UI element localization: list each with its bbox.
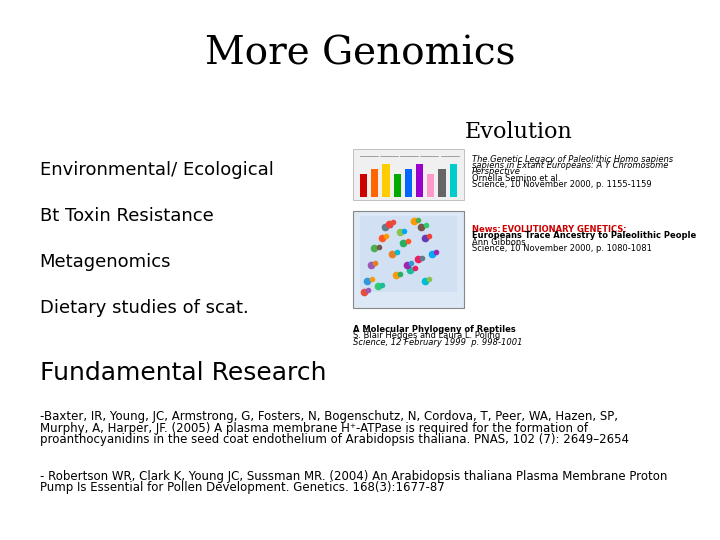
Text: Ann Gibbons: Ann Gibbons bbox=[472, 238, 525, 247]
Text: Evolution: Evolution bbox=[464, 122, 572, 143]
Bar bbox=[438, 169, 446, 197]
Text: News:: News: bbox=[472, 225, 503, 234]
Text: - Robertson WR, Clark K, Young JC, Sussman MR. (2004) An Arabidopsis thaliana Pl: - Robertson WR, Clark K, Young JC, Sussm… bbox=[40, 470, 667, 483]
Text: S. Blair Hedges and Laura L. Poling: S. Blair Hedges and Laura L. Poling bbox=[353, 332, 500, 340]
Bar bbox=[427, 174, 434, 197]
Bar bbox=[449, 164, 456, 197]
Text: Science, 10 November 2000, p. 1155-1159: Science, 10 November 2000, p. 1155-1159 bbox=[472, 180, 651, 189]
Text: Bt Toxin Resistance: Bt Toxin Resistance bbox=[40, 207, 213, 225]
Bar bbox=[360, 216, 457, 292]
Bar bbox=[353, 148, 464, 200]
Text: Pump Is Essential for Pollen Development. Genetics. 168(3):1677-87: Pump Is Essential for Pollen Development… bbox=[40, 481, 444, 494]
Text: EVOLUTIONARY GENETICS:: EVOLUTIONARY GENETICS: bbox=[502, 225, 626, 234]
Bar bbox=[360, 174, 367, 197]
Bar bbox=[382, 164, 390, 197]
Text: Environmental/ Ecological: Environmental/ Ecological bbox=[40, 161, 274, 179]
Text: More Genomics: More Genomics bbox=[204, 36, 516, 72]
Bar bbox=[353, 211, 464, 308]
Text: The Genetic Legacy of Paleolithic Homo sapiens: The Genetic Legacy of Paleolithic Homo s… bbox=[472, 155, 672, 164]
Text: proanthocyanidins in the seed coat endothelium of Arabidopsis thaliana. PNAS, 10: proanthocyanidins in the seed coat endot… bbox=[40, 433, 629, 446]
Text: Fundamental Research: Fundamental Research bbox=[40, 361, 326, 384]
Text: Metagenomics: Metagenomics bbox=[40, 253, 171, 271]
Text: Perspective: Perspective bbox=[472, 167, 521, 176]
Text: Murphy, A, Harper, JF. (2005) A plasma membrane H⁺-ATPase is required for the fo: Murphy, A, Harper, JF. (2005) A plasma m… bbox=[40, 422, 588, 435]
Text: -Baxter, IR, Young, JC, Armstrong, G, Fosters, N, Bogenschutz, N, Cordova, T, Pe: -Baxter, IR, Young, JC, Armstrong, G, Fo… bbox=[40, 410, 618, 423]
Text: Science, 12 February 1999  p. 998-1001: Science, 12 February 1999 p. 998-1001 bbox=[353, 338, 522, 347]
Text: Dietary studies of scat.: Dietary studies of scat. bbox=[40, 299, 248, 317]
Text: Europeans Trace Ancestry to Paleolithic People: Europeans Trace Ancestry to Paleolithic … bbox=[472, 232, 696, 240]
Text: Ornella Semino et al.: Ornella Semino et al. bbox=[472, 174, 560, 183]
Bar bbox=[416, 164, 423, 197]
Text: A Molecular Phylogeny of Reptiles: A Molecular Phylogeny of Reptiles bbox=[353, 325, 516, 334]
Bar bbox=[372, 169, 379, 197]
Text: Science, 10 November 2000, p. 1080-1081: Science, 10 November 2000, p. 1080-1081 bbox=[472, 245, 652, 253]
Bar bbox=[394, 174, 401, 197]
Bar bbox=[405, 169, 412, 197]
Text: sapiens in Extant Europeans: A Y Chromosome: sapiens in Extant Europeans: A Y Chromos… bbox=[472, 161, 668, 170]
